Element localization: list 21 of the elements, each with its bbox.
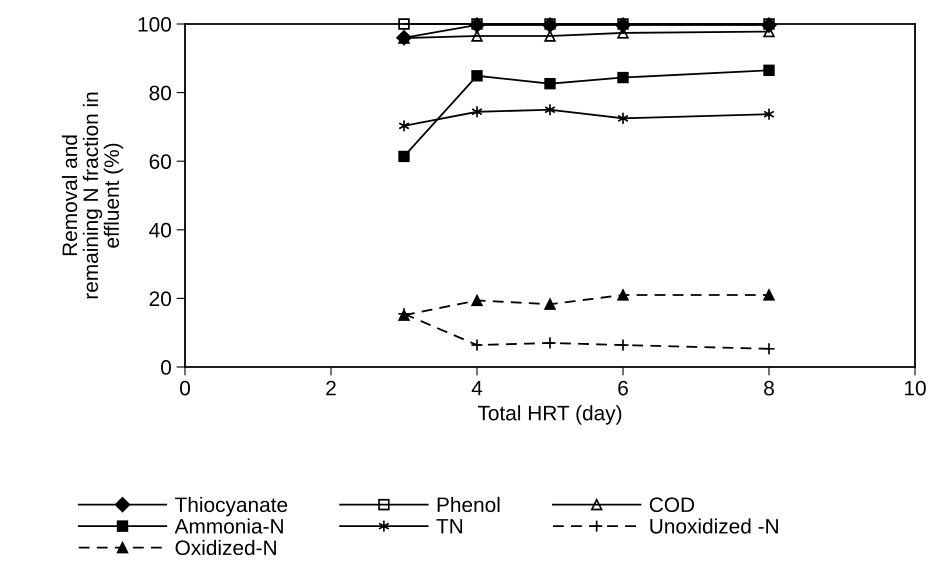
legend-label: TN	[436, 519, 462, 534]
x-tick-label: 0	[180, 380, 190, 396]
y-axis-title: Removal and remaining N fraction in effluent (%)	[62, 92, 124, 298]
x-tick-label: 10	[905, 380, 926, 396]
legend-label: Thiocyanate	[175, 496, 288, 516]
legend-label: Oxidized-N	[176, 540, 276, 556]
x-tick-label: 2	[326, 380, 336, 396]
x-tick-label: 6	[618, 380, 628, 396]
x-tick-label: 8	[764, 380, 774, 396]
legend-label: Ammonia-N	[174, 518, 283, 534]
legend-label: Unoxidized -N	[650, 518, 778, 534]
y-tick-label: 0	[161, 360, 171, 375]
legend-label: COD	[650, 497, 694, 512]
y-tick-label: 100	[138, 17, 171, 32]
y-tick-label: 20	[150, 291, 171, 306]
y-tick-label: 80	[150, 86, 171, 100]
legend-label: Phenol	[438, 496, 500, 512]
y-tick-label: 60	[150, 154, 171, 169]
x-tick-label: 4	[472, 380, 482, 396]
x-axis-title: Total HRT (day)	[478, 405, 622, 425]
y-tick-label: 40	[149, 222, 171, 238]
